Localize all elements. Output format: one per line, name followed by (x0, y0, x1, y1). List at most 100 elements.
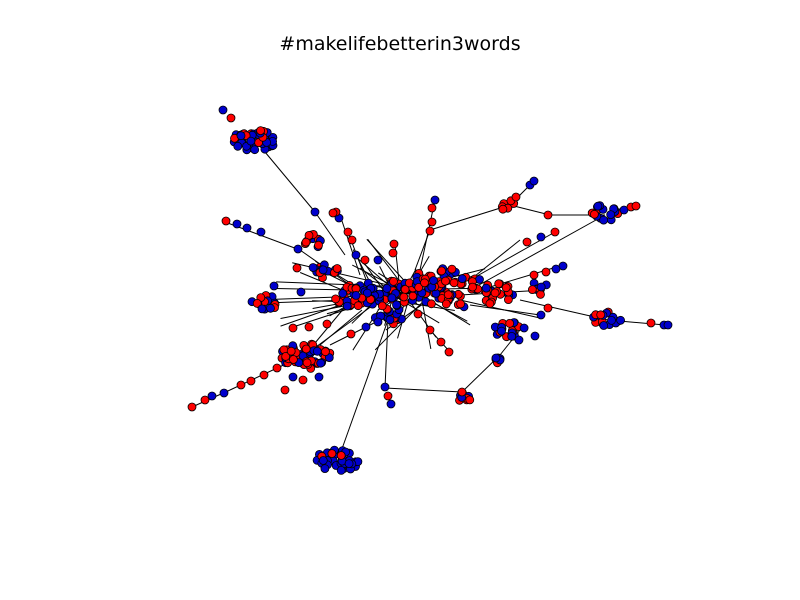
red-node (346, 329, 356, 339)
red-node (505, 318, 515, 328)
red-node (465, 395, 475, 405)
blue-node (269, 281, 279, 291)
graph-edge (337, 319, 389, 461)
red-node (389, 276, 398, 286)
blue-node (256, 227, 266, 237)
blue-node (536, 232, 546, 242)
blue-node (351, 290, 361, 300)
red-node (328, 208, 338, 218)
red-node (528, 285, 537, 295)
red-node (427, 217, 437, 227)
blue-node (320, 464, 330, 474)
figure-title: #makelifebetterin3words (279, 33, 521, 55)
red-node (596, 310, 606, 320)
red-node (511, 192, 521, 202)
red-node (449, 278, 459, 288)
red-node (543, 210, 553, 220)
blue-node (293, 244, 303, 254)
blue-node (257, 304, 267, 314)
blue-node (529, 176, 539, 186)
blue-node (288, 372, 298, 382)
red-node (332, 264, 342, 273)
red-node (503, 295, 513, 305)
red-node (447, 264, 457, 274)
red-node (468, 282, 477, 292)
blue-node (491, 353, 501, 363)
blue-node (386, 399, 396, 409)
blue-node (338, 289, 348, 298)
red-node (501, 283, 511, 293)
red-node (536, 289, 545, 299)
red-node (226, 113, 236, 123)
blue-node (312, 346, 322, 356)
red-node (388, 248, 398, 258)
red-node (236, 380, 246, 390)
red-node (498, 204, 508, 214)
red-node (420, 278, 429, 288)
red-node (425, 226, 435, 236)
blue-node (385, 315, 395, 325)
blue-node (250, 145, 260, 155)
blue-node (380, 382, 390, 392)
red-node (414, 282, 424, 292)
red-node (399, 292, 409, 302)
blue-node (507, 331, 517, 341)
blue-node (318, 265, 328, 275)
graph-edge (384, 319, 389, 389)
red-node (436, 337, 446, 347)
blue-node (310, 207, 320, 217)
blue-node (382, 283, 392, 293)
red-node (281, 351, 291, 361)
blue-node (316, 358, 326, 368)
red-node (302, 358, 312, 368)
red-node (522, 237, 532, 247)
blue-node (344, 459, 354, 469)
red-node (646, 318, 656, 328)
red-node (304, 322, 314, 332)
red-node (288, 323, 298, 333)
red-node (590, 209, 599, 219)
blue-node (387, 293, 397, 303)
blue-node (236, 131, 246, 141)
blue-node (514, 335, 524, 345)
red-node (443, 290, 453, 300)
blue-node (218, 105, 228, 115)
graph-edge (469, 214, 606, 291)
red-node (314, 240, 323, 250)
blue-node (616, 315, 625, 325)
red-node (343, 227, 353, 237)
red-node (441, 276, 450, 286)
blue-node (663, 320, 673, 330)
blue-node (361, 322, 371, 332)
red-node (543, 303, 553, 313)
blue-node (430, 195, 440, 205)
red-node (301, 237, 311, 247)
red-node (322, 319, 332, 329)
blue-node (481, 283, 491, 293)
red-node (490, 288, 500, 298)
red-node (252, 298, 262, 308)
red-node (286, 346, 296, 356)
blue-node (530, 331, 540, 341)
red-node (413, 309, 423, 319)
blue-node (318, 456, 328, 465)
blue-node (536, 310, 546, 320)
blue-node (266, 303, 275, 313)
graph-nodes (187, 105, 673, 475)
red-node (327, 449, 337, 459)
blue-node (207, 391, 217, 401)
red-node (331, 294, 341, 304)
blue-node (599, 215, 608, 225)
graph-edge (319, 309, 363, 346)
blue-node (219, 388, 229, 398)
blue-node (242, 223, 252, 233)
red-node (288, 355, 298, 364)
red-node (383, 391, 393, 401)
blue-node (607, 315, 616, 325)
red-node (246, 376, 256, 386)
red-node (441, 299, 451, 309)
blue-node (551, 264, 561, 274)
red-node (298, 375, 308, 385)
graph-edge (384, 387, 463, 393)
